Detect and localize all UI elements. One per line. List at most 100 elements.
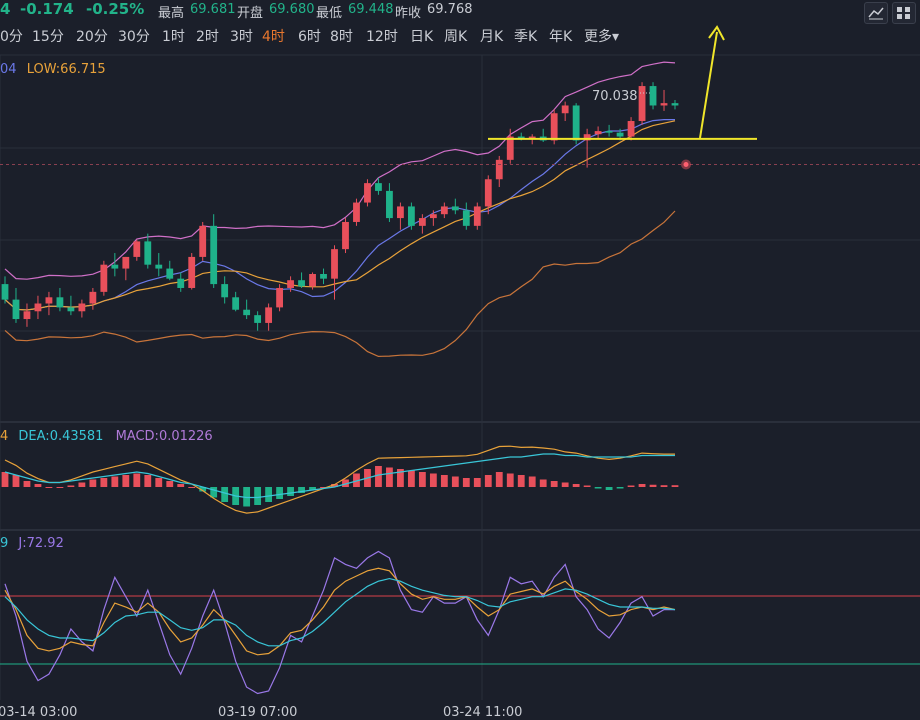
tab-10[interactable]: 12时: [366, 29, 398, 45]
macd-bar: [265, 487, 273, 502]
tab-11[interactable]: 日K: [410, 29, 434, 45]
candle-body: [23, 311, 31, 320]
candle-body: [243, 309, 251, 316]
macd-bar: [649, 484, 657, 487]
macd-legend: 4 DEA:0.43581 MACD:0.01226: [0, 429, 213, 444]
macd-bar: [539, 479, 547, 487]
macd-bar: [1, 472, 9, 487]
main-legend: 04 LOW:66.715: [0, 62, 106, 77]
macd-bar: [407, 470, 415, 487]
grid-icon[interactable]: [892, 2, 916, 24]
macd-bar: [397, 469, 404, 487]
macd-bar: [166, 481, 174, 487]
tab-6[interactable]: 3时: [230, 29, 253, 45]
candle-body: [583, 134, 591, 141]
macd-bar: [418, 472, 426, 487]
candle-body: [287, 280, 294, 288]
candle-body: [440, 206, 448, 215]
tab-5[interactable]: 2时: [196, 29, 219, 45]
last-price-dot-core: [683, 162, 689, 167]
candle-body: [320, 274, 327, 279]
line-draw-icon[interactable]: [864, 2, 888, 24]
macd-bar: [188, 487, 196, 488]
kdj-k-line: [4, 567, 676, 656]
prev-close-value: 69.768: [427, 2, 473, 17]
macd-bar: [210, 487, 218, 498]
macd-bar: [528, 476, 536, 487]
macd-bar: [429, 473, 437, 487]
macd-bar: [495, 472, 503, 487]
macd-bar: [78, 482, 86, 487]
kdj-d-line: [4, 577, 676, 647]
tab-7[interactable]: 4时: [262, 29, 285, 45]
macd-bar: [12, 475, 20, 487]
tab-15[interactable]: 年K: [549, 29, 573, 45]
macd-bar: [100, 478, 108, 487]
tab-16[interactable]: 更多▾: [584, 29, 620, 45]
kdj-legend: 9 J:72.92: [0, 536, 64, 551]
ma-blue: [4, 118, 675, 311]
high-label: 最高: [158, 6, 185, 21]
macd-bar: [616, 487, 624, 489]
macd-bar: [572, 484, 580, 487]
tab-2[interactable]: 20分: [76, 29, 108, 45]
tab-1[interactable]: 15分: [32, 29, 64, 45]
macd-bar: [133, 473, 141, 487]
high-value: 69.681: [190, 2, 236, 17]
candle-body: [122, 256, 130, 269]
ma-orange: [4, 120, 676, 311]
x-axis-label: 03-14 03:00: [0, 705, 77, 720]
macd-bar: [67, 485, 75, 487]
candle-body: [89, 291, 97, 304]
macd-bar: [550, 481, 558, 487]
macd-bar: [517, 475, 525, 487]
candle-body: [364, 183, 371, 203]
macd-bar: [23, 481, 31, 487]
tab-9[interactable]: 8时: [330, 29, 353, 45]
tab-8[interactable]: 6时: [298, 29, 321, 45]
x-axis-label: 03-24 11:00: [443, 705, 522, 720]
candle-body: [407, 206, 415, 226]
macd-bar: [56, 487, 64, 488]
low-label: 最低: [316, 6, 343, 21]
period-tabs: 0分 15分 20分 30分 1时 2时 3时 4时 6时 8时 12时 日K 周K 月K 季K 年K 更多▾: [0, 26, 920, 48]
candle-body: [462, 210, 470, 226]
candle-body: [484, 179, 492, 207]
candle-body: [627, 121, 635, 137]
candle-body: [34, 303, 42, 312]
macd-bar: [386, 467, 393, 487]
tab-13[interactable]: 月K: [480, 29, 504, 45]
candle-body: [429, 214, 437, 219]
last-price-fragment: 4: [0, 0, 11, 18]
tab-14[interactable]: 季K: [514, 29, 538, 45]
tab-4[interactable]: 1时: [162, 29, 185, 45]
bollinger-upper: [4, 61, 676, 280]
open-value: 69.680: [269, 2, 315, 17]
macd-bar: [298, 487, 305, 493]
candle-body: [1, 284, 9, 300]
candle-body: [605, 131, 613, 133]
candle-body: [298, 280, 305, 287]
tab-3[interactable]: 30分: [118, 29, 150, 45]
candle-body: [254, 315, 262, 323]
macd-bar: [462, 478, 470, 487]
macd-bar: [155, 478, 163, 487]
candle-body: [451, 206, 459, 211]
macd-bar: [320, 487, 327, 488]
tab-0[interactable]: 0分: [0, 29, 23, 45]
tab-12[interactable]: 周K: [444, 29, 468, 45]
macd-bar: [287, 487, 294, 496]
candle-body: [78, 303, 86, 312]
macd-legend-prefix: 4: [0, 429, 9, 444]
candle-body: [550, 113, 558, 141]
macd-bar: [243, 487, 251, 507]
candle-body: [276, 287, 283, 308]
candle-body: [155, 264, 163, 269]
x-axis-label: 03-19 07:00: [218, 705, 297, 720]
candle-body: [331, 249, 338, 279]
macd-bar: [122, 475, 130, 487]
low-value: 69.448: [348, 2, 394, 17]
candle-body: [67, 307, 75, 312]
macd-bar: [375, 466, 382, 487]
